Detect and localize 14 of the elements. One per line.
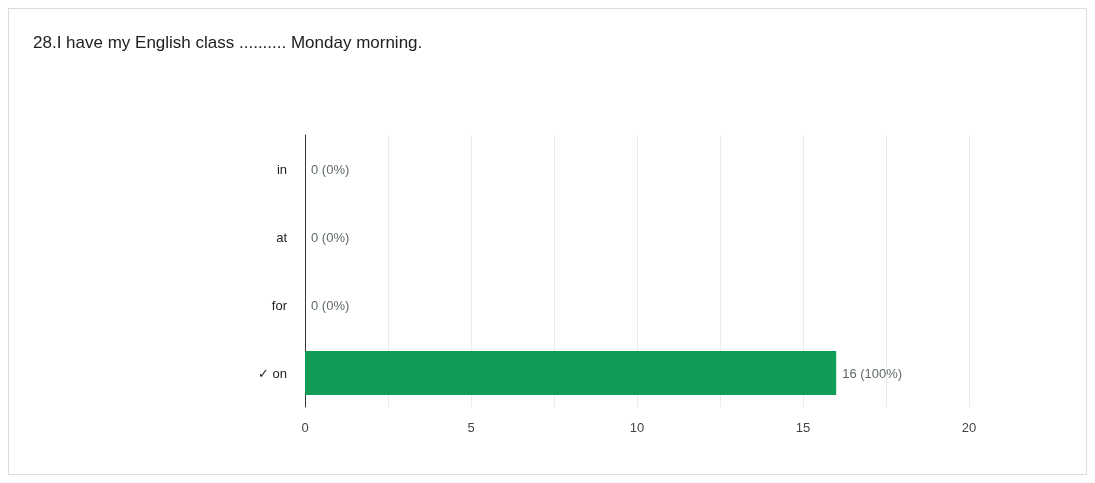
y-tick-label: ✓ on bbox=[257, 365, 287, 381]
x-tick-label: 15 bbox=[795, 420, 811, 435]
x-tick-label: 0 bbox=[301, 420, 309, 435]
data-label: 16 (100%) bbox=[842, 365, 903, 381]
data-label: 0 (0%) bbox=[311, 161, 350, 177]
y-tick-label: in bbox=[276, 161, 287, 177]
chart-title: 28.I have my English class .......... Monday morning. bbox=[33, 33, 423, 53]
y-tick-label: at bbox=[276, 229, 288, 245]
x-tick-label: 20 bbox=[961, 420, 977, 435]
x-tick-label: 10 bbox=[629, 420, 645, 435]
data-label: 0 (0%) bbox=[311, 229, 350, 245]
x-tick-label: 5 bbox=[467, 420, 475, 435]
y-tick-label: for bbox=[271, 297, 288, 313]
data-label: 0 (0%) bbox=[311, 297, 350, 313]
